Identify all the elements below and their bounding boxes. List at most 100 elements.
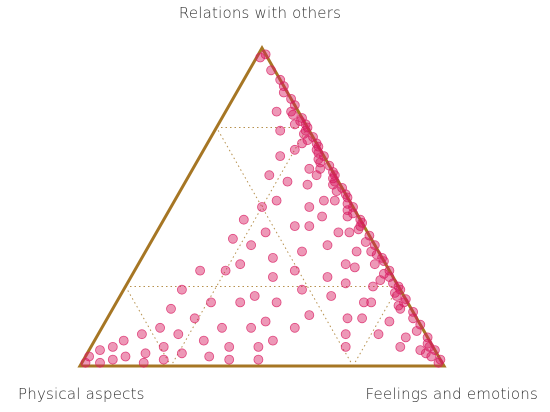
data-point [289,322,300,333]
data-point [166,303,176,314]
data-point [246,322,257,333]
data-point [395,284,406,295]
data-point [395,303,406,314]
data-point [107,341,118,352]
data-point [315,157,326,168]
grid-line [216,127,354,367]
data-point [136,329,147,340]
grid-line [352,286,399,367]
triangle-frame [77,44,447,368]
data-point [271,297,282,308]
data-point [366,297,377,308]
data-point [388,278,398,289]
data-point [120,351,131,362]
data-point [344,227,355,238]
data-point [322,240,333,251]
data-point [297,284,307,295]
data-point [235,297,246,308]
data-point [340,259,351,270]
grid-line [125,286,172,367]
data-point [342,198,353,209]
data-point [295,116,306,126]
data-point [289,221,300,232]
data-point [107,354,118,365]
data-point [358,297,369,308]
data-point [415,345,426,356]
data-point [95,345,105,356]
data-point [304,202,315,212]
data-point [95,357,105,368]
data-point [378,256,389,267]
data-point [395,341,406,352]
data-point [302,179,313,190]
data-point [266,65,277,76]
data-point [206,297,216,308]
data-point [271,106,282,117]
data-point [246,240,257,251]
data-point [342,313,353,324]
data-point [297,138,307,149]
data-point [340,329,351,340]
data-point [176,284,187,295]
data-point [328,167,338,177]
data-point [329,195,340,206]
data-point [318,195,329,206]
data-point [426,351,437,362]
data-point [227,233,238,244]
data-point [264,170,275,181]
data-point [267,335,278,346]
data-point [351,246,362,257]
data-point [433,357,444,368]
data-point [424,341,435,352]
data-point [204,351,215,362]
data-point [366,246,377,257]
data-point [348,208,358,219]
data-point [267,252,278,263]
data-point [118,335,129,346]
data-point [138,357,149,368]
data-point [371,249,382,260]
data-point [255,52,266,63]
data-point [224,341,235,352]
data-point [271,195,282,206]
data-point [333,227,344,238]
data-point [235,259,246,270]
data-point [217,322,227,333]
grid-line [170,127,308,367]
data-point [260,316,271,327]
data-point [195,265,206,276]
data-point [369,259,380,270]
data-point [260,49,271,60]
data-point [80,357,91,368]
data-point [140,348,151,359]
data-point [267,272,278,282]
data-point [289,119,300,130]
data-point [249,291,260,301]
data-point [289,144,300,155]
data-point [253,354,264,365]
data-point [340,278,351,289]
data-point [349,262,360,273]
data-point [360,237,371,247]
data-point [378,268,389,279]
vertex-label-left: Physical aspects [18,385,145,403]
vertex-label-right: Feelings and emotions [365,385,538,403]
data-point [282,176,293,187]
data-point [289,265,300,276]
data-point [355,214,366,225]
data-point [155,322,166,333]
data-point [400,332,411,343]
data-point [304,163,315,174]
data-point [300,119,311,130]
data-point [357,313,368,324]
data-point [158,341,169,352]
vertex-label-top: Relations with others [178,4,342,22]
data-point [302,135,313,146]
data-point [220,265,231,276]
data-point [389,287,400,298]
data-point [176,348,187,359]
data-point [275,125,286,136]
data-point [408,313,419,324]
data-point [189,313,200,324]
